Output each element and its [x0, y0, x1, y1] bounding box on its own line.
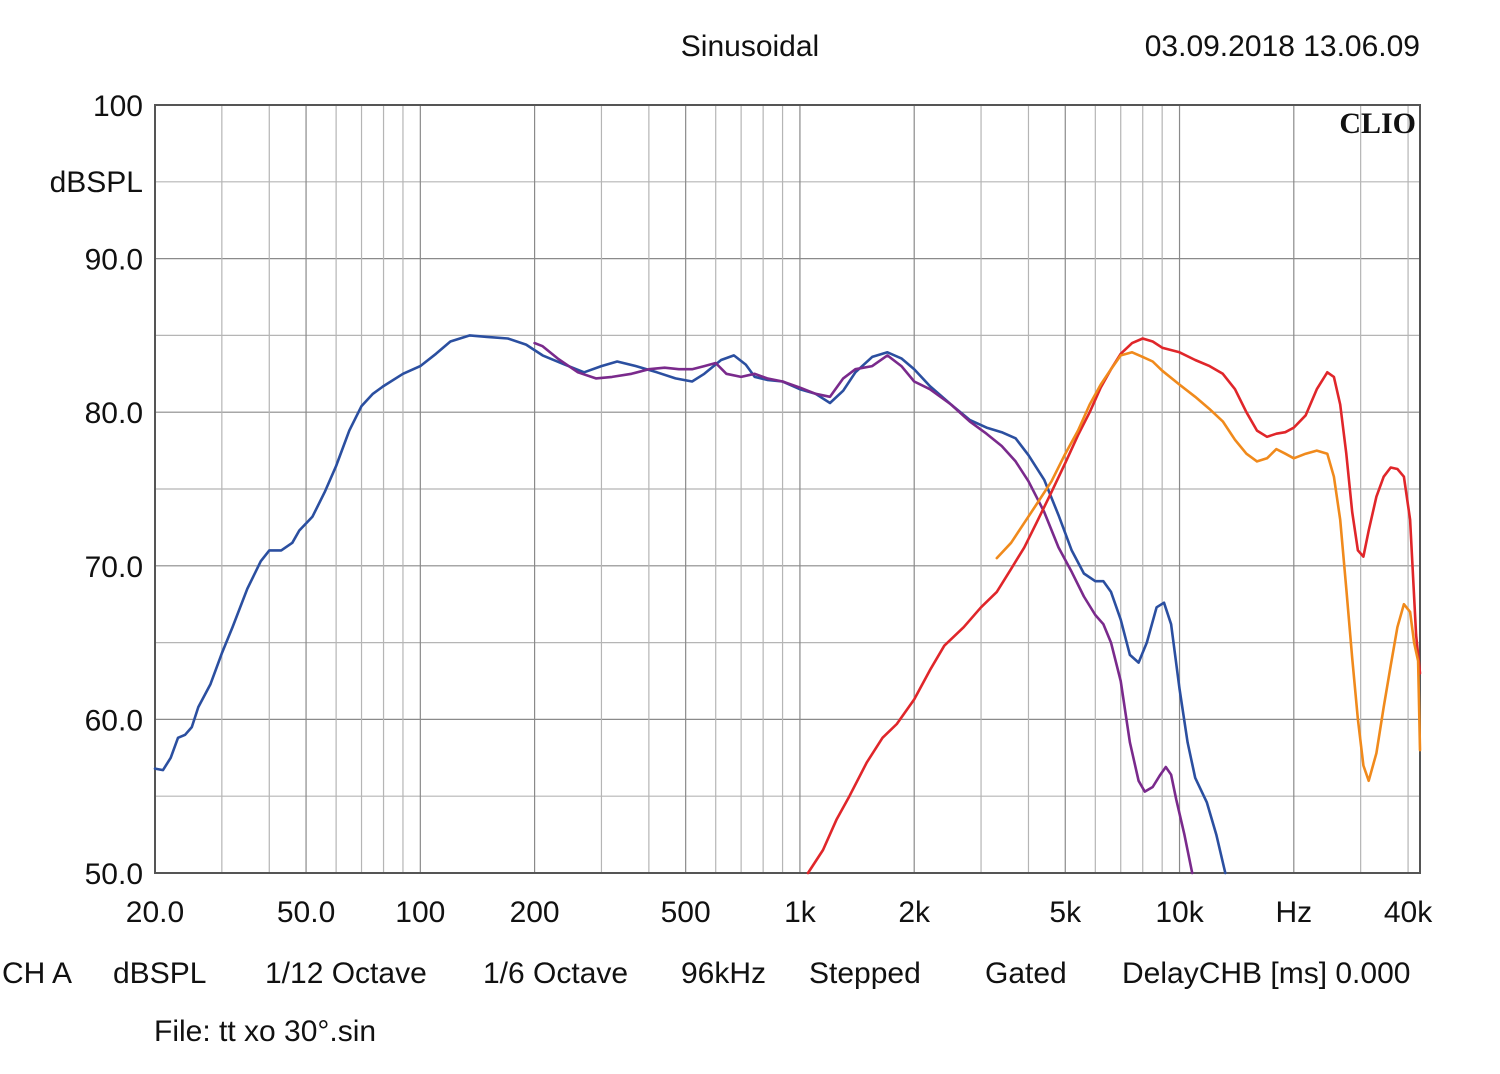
series-line-2: [533, 341, 1194, 875]
chart-title: Sinusoidal: [681, 30, 819, 63]
x-tick-label: 10k: [1155, 896, 1204, 929]
y-axis-ticks: 100 90.0 80.0 70.0 60.0 50.0: [85, 90, 143, 891]
info-window: Gated: [985, 957, 1067, 990]
file-name: File: tt xo 30°.sin: [154, 1015, 376, 1048]
x-tick-label: 500: [661, 896, 711, 929]
series-line-1: [153, 334, 1227, 875]
series-line-3: [806, 337, 1422, 875]
y-tick-label: 80.0: [85, 397, 143, 430]
x-tick-label: 100: [395, 896, 445, 929]
y-tick-label: 60.0: [85, 704, 143, 737]
info-smoothing-a: 1/12 Octave: [265, 957, 427, 990]
brand-logo: CLIO: [1339, 107, 1416, 140]
x-tick-label: 20.0: [126, 896, 184, 929]
x-tick-label: 50.0: [277, 896, 335, 929]
info-unit: dBSPL: [113, 957, 206, 990]
plot-frame: [154, 104, 1421, 874]
x-tick-label: Hz: [1275, 896, 1312, 929]
info-sample-rate: 96kHz: [681, 957, 766, 990]
series-layer: [153, 334, 1422, 875]
x-axis-ticks: 20.0 50.0 100 200 500 1k 2k 5k 10k Hz 40k: [126, 896, 1433, 929]
info-smoothing-b: 1/6 Octave: [483, 957, 628, 990]
info-channel: CH A: [2, 957, 72, 990]
x-tick-label: 40k: [1384, 896, 1433, 929]
info-delay: DelayCHB [ms] 0.000: [1122, 957, 1410, 990]
y-tick-label: 50.0: [85, 858, 143, 891]
series-line-4: [995, 351, 1422, 783]
y-tick-label: 90.0: [85, 244, 143, 277]
x-tick-label: 5k: [1049, 896, 1082, 929]
x-tick-label: 1k: [784, 896, 817, 929]
x-tick-label: 2k: [898, 896, 931, 929]
y-axis-label: dBSPL: [50, 166, 143, 199]
x-tick-label: 200: [510, 896, 560, 929]
grid: [155, 105, 1420, 873]
y-tick-label: 100: [93, 90, 143, 123]
info-sweep-mode: Stepped: [809, 957, 921, 990]
timestamp: 03.09.2018 13.06.09: [1145, 30, 1420, 63]
y-tick-label: 70.0: [85, 551, 143, 584]
